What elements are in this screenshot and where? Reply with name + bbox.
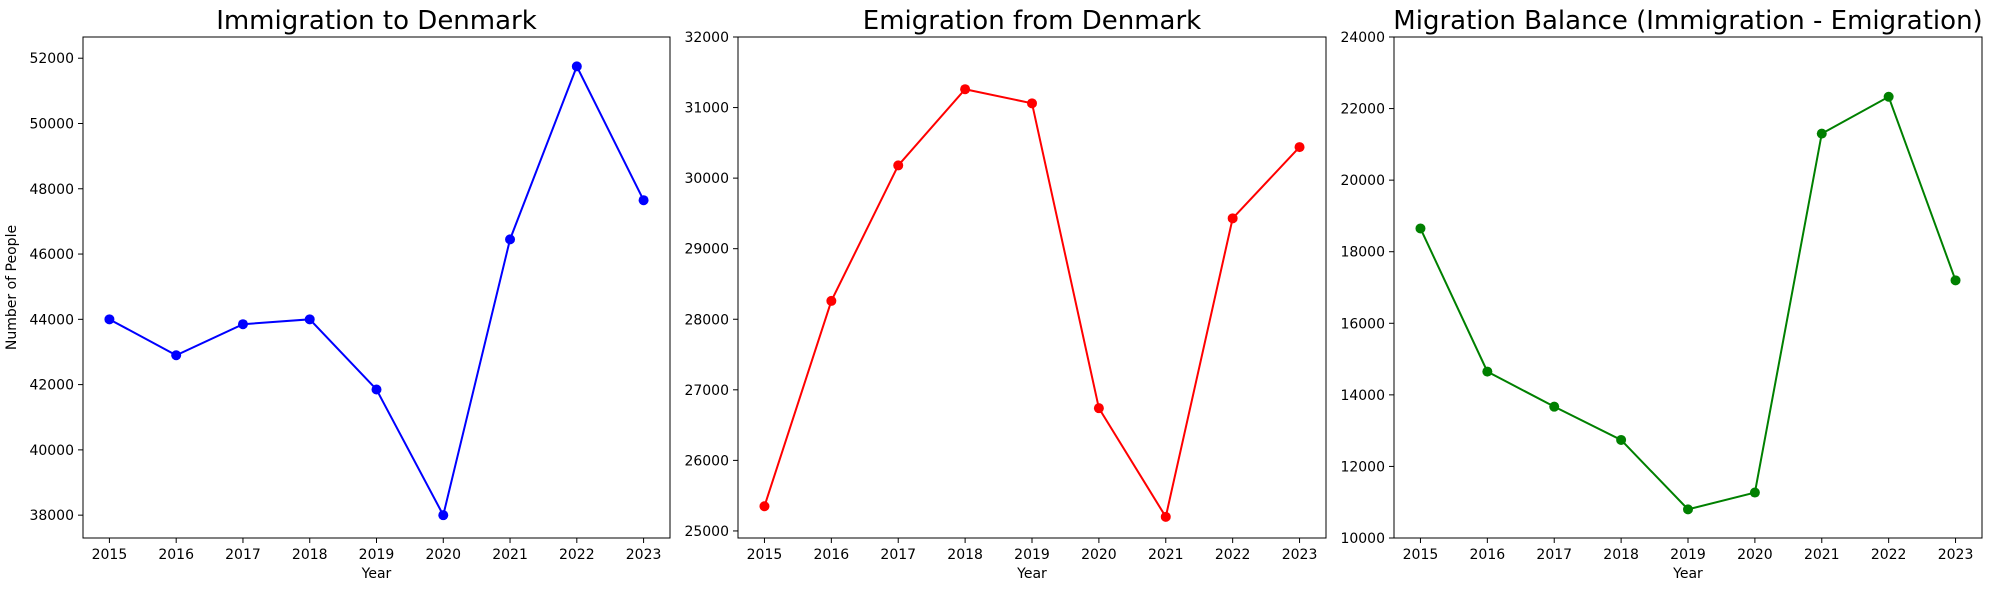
data-point [571, 61, 582, 72]
y-tick-label: 40000 [29, 443, 74, 459]
x-tick-label: 2023 [1938, 547, 1974, 563]
y-tick-label: 29000 [684, 242, 729, 258]
y-tick-label: 44000 [29, 312, 74, 328]
data-point [1816, 128, 1827, 139]
data-point [893, 160, 904, 171]
series-line [1419, 95, 1957, 511]
y-tick-label: 10000 [1340, 531, 1385, 547]
x-tick-label: 2016 [158, 547, 194, 563]
data-point [1027, 98, 1037, 109]
x-tick-label: 2019 [1670, 547, 1706, 563]
data-point [104, 314, 115, 325]
data-point [960, 84, 971, 95]
y-tick-label: 12000 [1340, 459, 1385, 475]
x-tick-label: 2019 [359, 547, 395, 563]
data-point [1160, 511, 1171, 522]
x-axis-label: Year [361, 566, 392, 582]
x-tick-label: 2015 [92, 547, 128, 563]
y-tick-label: 22000 [1340, 102, 1385, 118]
y-tick-label: 24000 [1340, 30, 1385, 46]
y-tick-label: 42000 [29, 378, 74, 394]
x-tick-label: 2017 [1536, 547, 1572, 563]
data-point [438, 510, 449, 521]
data-point [1883, 91, 1894, 102]
data-point [1415, 223, 1426, 234]
x-tick-label: 2023 [626, 547, 662, 563]
x-tick-label: 2022 [1215, 547, 1251, 563]
x-tick-label: 2016 [1470, 547, 1506, 563]
y-tick-label: 14000 [1340, 388, 1385, 404]
data-point [1549, 401, 1560, 412]
series-line [108, 63, 645, 518]
x-tick-label: 2022 [1871, 547, 1907, 563]
x-tick-label: 2021 [492, 547, 528, 563]
y-tick-label: 48000 [29, 182, 74, 198]
data-point [1749, 487, 1760, 498]
chart-title: Migration Balance (Immigration - Emigrat… [1393, 6, 1982, 36]
data-point [171, 350, 182, 361]
y-tick-label: 16000 [1340, 316, 1385, 332]
chart-migration-balance: Migration Balance (Immigration - Emigrat… [1340, 6, 1982, 582]
data-point [759, 501, 770, 512]
x-tick-label: 2021 [1148, 547, 1184, 563]
y-tick-label: 32000 [684, 30, 729, 46]
y-tick-label: 20000 [1340, 173, 1385, 189]
x-tick-label: 2015 [747, 547, 783, 563]
data-point [638, 195, 649, 206]
x-tick-label: 2020 [1081, 547, 1117, 563]
data-point [1616, 434, 1627, 445]
y-tick-label: 31000 [684, 101, 729, 117]
x-tick-label: 2018 [947, 547, 983, 563]
x-axis-label: Year [1016, 566, 1047, 582]
series-line [763, 88, 1301, 520]
x-tick-label: 2015 [1403, 547, 1439, 563]
y-tick-label: 52000 [29, 51, 74, 67]
data-point [826, 295, 837, 306]
y-axis-label: Number of People [4, 225, 20, 350]
y-tick-label: 27000 [684, 383, 729, 399]
x-axis-label: Year [1672, 566, 1703, 582]
data-point [371, 384, 382, 395]
plot-frame [82, 36, 671, 539]
y-tick-label: 18000 [1340, 245, 1385, 261]
y-tick-label: 26000 [684, 453, 729, 469]
y-tick-label: 46000 [29, 247, 74, 263]
y-tick-label: 28000 [684, 312, 729, 328]
data-point [1093, 403, 1104, 414]
y-tick-label: 38000 [29, 508, 74, 524]
x-tick-label: 2018 [1603, 547, 1639, 563]
x-tick-label: 2017 [880, 547, 916, 563]
data-point [505, 234, 516, 245]
chart-immigration: Immigration to Denmark 2015 2016 2017 2018 20… [4, 6, 671, 582]
x-tick-label: 2020 [425, 547, 461, 563]
data-point [304, 314, 315, 325]
chart-title: Emigration from Denmark [863, 6, 1201, 36]
y-tick-label: 30000 [684, 171, 729, 187]
x-tick-label: 2023 [1282, 547, 1318, 563]
x-tick-label: 2018 [292, 547, 328, 563]
x-tick-label: 2017 [225, 547, 261, 563]
plot-frame [737, 36, 1327, 539]
data-point [1294, 142, 1305, 153]
chart-title: Immigration to Denmark [216, 6, 537, 36]
x-tick-label: 2019 [1014, 547, 1050, 563]
data-point [1950, 275, 1961, 286]
data-point [237, 319, 248, 330]
data-point [1683, 504, 1693, 515]
data-point [1482, 366, 1493, 377]
y-tick-label: 25000 [684, 524, 729, 540]
data-point [1227, 213, 1238, 224]
x-tick-label: 2016 [814, 547, 850, 563]
chart-emigration: Emigration from Denmark 2015 2016 2017 2018 2… [684, 6, 1327, 582]
x-tick-label: 2022 [559, 547, 595, 563]
x-tick-label: 2020 [1737, 547, 1773, 563]
x-tick-label: 2021 [1804, 547, 1840, 563]
y-tick-label: 50000 [29, 116, 74, 132]
